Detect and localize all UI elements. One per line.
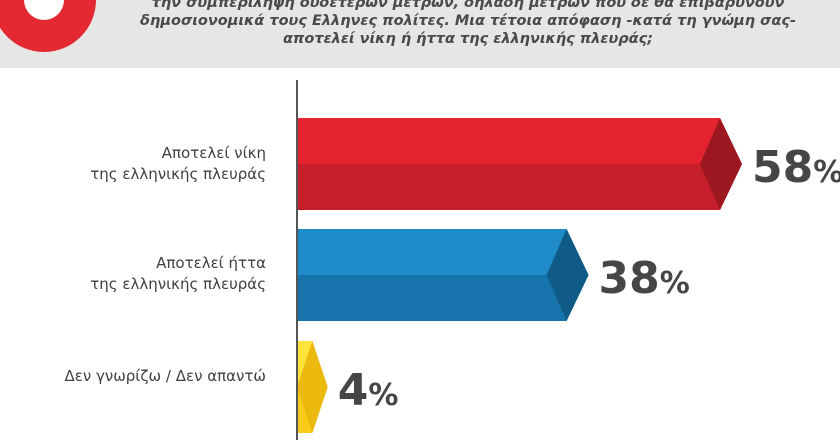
category-label-defeat: Αποτελεί ήττα της ελληνικής πλευράς — [90, 253, 266, 295]
bar-upper-face — [297, 229, 589, 275]
value-label: 58% — [752, 142, 840, 193]
bar-tip-facet — [297, 341, 328, 433]
category-label-line: Δεν γνωρίζω / Δεν απαντώ — [64, 367, 266, 385]
value-number: 38 — [599, 253, 660, 304]
value-number: 58 — [752, 142, 813, 193]
category-label-dont-know: Δεν γνωρίζω / Δεν απαντώ — [64, 366, 266, 387]
bar — [297, 341, 328, 433]
bar-lower-face — [297, 164, 742, 210]
value-label: 4% — [338, 365, 399, 416]
bar — [297, 229, 589, 321]
value-unit: % — [368, 378, 398, 413]
bar-lower-face — [297, 275, 589, 321]
bar — [297, 118, 742, 210]
category-label-line: Αποτελεί νίκη — [161, 144, 266, 162]
bar-upper-face — [297, 118, 742, 164]
category-label-line: της ελληνικής πλευράς — [90, 165, 266, 183]
question-line-1: την συμπερίληψη ουδετέρων μέτρων, δηλαδή… — [151, 0, 785, 11]
value-number: 4 — [338, 365, 369, 416]
category-label-line: της ελληνικής πλευράς — [90, 275, 266, 293]
category-label-win: Αποτελεί νίκη της ελληνικής πλευράς — [90, 143, 266, 185]
question-line-3: αποτελεί νίκη ή ήττα της ελληνικής πλευρ… — [282, 31, 654, 47]
value-unit: % — [813, 155, 840, 190]
bar-tip-facet — [700, 118, 742, 210]
bar-tip-facet — [546, 229, 589, 321]
question-header: την συμπερίληψη ουδετέρων μέτρων, δηλαδή… — [0, 0, 840, 68]
survey-question: την συμπερίληψη ουδετέρων μέτρων, δηλαδή… — [118, 0, 818, 48]
category-label-line: Αποτελεί ήττα — [156, 254, 266, 272]
value-unit: % — [660, 266, 690, 301]
value-label: 38% — [599, 253, 690, 304]
question-line-2: δημοσιονομικά τους Ελληνες πολίτες. Μια … — [140, 13, 796, 29]
